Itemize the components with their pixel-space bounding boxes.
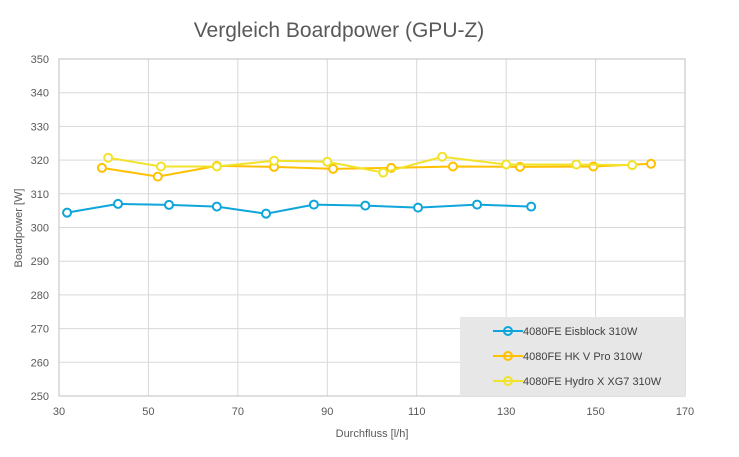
y-tick-label: 250 bbox=[31, 391, 49, 403]
series-line bbox=[108, 155, 633, 174]
x-tick-label: 130 bbox=[497, 406, 515, 418]
data-point bbox=[437, 151, 448, 162]
legend-marker bbox=[503, 376, 513, 386]
data-point bbox=[378, 167, 389, 178]
y-tick-label: 270 bbox=[31, 324, 49, 336]
data-point bbox=[328, 163, 339, 174]
x-axis-label: Durchfluss [l/h] bbox=[336, 428, 409, 440]
data-point bbox=[322, 156, 333, 167]
legend-label: 4080FE HK V Pro 310W bbox=[523, 351, 643, 363]
x-tick-label: 110 bbox=[408, 406, 426, 418]
data-point bbox=[413, 202, 424, 213]
data-point bbox=[269, 155, 280, 166]
data-point bbox=[96, 162, 107, 173]
data-point bbox=[646, 158, 657, 169]
data-point bbox=[152, 171, 163, 182]
y-tick-label: 260 bbox=[31, 357, 49, 369]
data-point bbox=[155, 161, 166, 172]
y-tick-label: 340 bbox=[31, 88, 49, 100]
data-point bbox=[472, 199, 483, 210]
x-tick-label: 90 bbox=[321, 406, 333, 418]
x-tick-label: 150 bbox=[586, 406, 604, 418]
data-point bbox=[571, 159, 582, 170]
series-line bbox=[66, 202, 532, 215]
data-point bbox=[360, 200, 371, 211]
data-point bbox=[211, 201, 222, 212]
data-point bbox=[211, 161, 222, 172]
x-tick-label: 30 bbox=[53, 406, 65, 418]
x-tick-label: 50 bbox=[142, 406, 154, 418]
chart-title: Vergleich Boardpower (GPU-Z) bbox=[194, 19, 485, 42]
data-point bbox=[627, 160, 638, 171]
data-point bbox=[526, 201, 537, 212]
legend-label: 4080FE Hydro X XG7 310W bbox=[523, 376, 662, 388]
legend-marker bbox=[503, 326, 513, 336]
data-point bbox=[103, 152, 114, 163]
data-point bbox=[308, 199, 319, 210]
legend-label: 4080FE Eisblock 310W bbox=[523, 326, 638, 338]
data-point bbox=[261, 208, 272, 219]
plot-area bbox=[58, 58, 686, 397]
data-point bbox=[447, 161, 458, 172]
data-point bbox=[501, 159, 512, 170]
data-point bbox=[113, 198, 124, 209]
x-tick-label: 170 bbox=[676, 406, 694, 418]
y-tick-label: 290 bbox=[31, 256, 49, 268]
data-point bbox=[163, 199, 174, 210]
y-tick-label: 330 bbox=[31, 121, 49, 133]
y-tick-label: 300 bbox=[31, 223, 49, 235]
legend-marker bbox=[503, 351, 513, 361]
data-point bbox=[62, 207, 73, 218]
y-tick-label: 350 bbox=[31, 54, 49, 66]
y-tick-label: 320 bbox=[31, 155, 49, 167]
y-tick-label: 280 bbox=[31, 290, 49, 302]
y-axis-label: Boardpower [W] bbox=[13, 189, 25, 268]
y-tick-label: 310 bbox=[31, 189, 49, 201]
x-tick-label: 70 bbox=[232, 406, 244, 418]
